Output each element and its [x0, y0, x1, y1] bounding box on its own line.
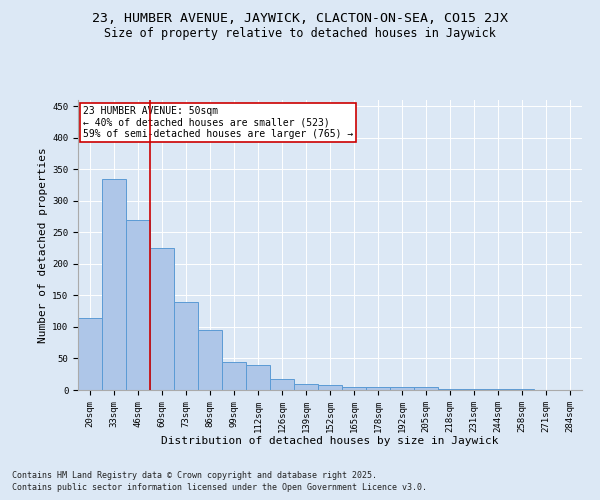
Bar — [270, 378, 294, 390]
Bar — [342, 387, 366, 390]
Bar — [246, 365, 270, 390]
Text: 23, HUMBER AVENUE, JAYWICK, CLACTON-ON-SEA, CO15 2JX: 23, HUMBER AVENUE, JAYWICK, CLACTON-ON-S… — [92, 12, 508, 26]
Bar — [222, 362, 246, 390]
Bar — [174, 302, 198, 390]
Y-axis label: Number of detached properties: Number of detached properties — [38, 147, 48, 343]
Bar — [318, 385, 342, 390]
Bar — [198, 330, 222, 390]
Bar — [294, 384, 318, 390]
X-axis label: Distribution of detached houses by size in Jaywick: Distribution of detached houses by size … — [161, 436, 499, 446]
Bar — [414, 388, 438, 390]
Text: Size of property relative to detached houses in Jaywick: Size of property relative to detached ho… — [104, 28, 496, 40]
Text: Contains public sector information licensed under the Open Government Licence v3: Contains public sector information licen… — [12, 484, 427, 492]
Bar — [366, 387, 390, 390]
Bar — [102, 179, 126, 390]
Bar — [78, 318, 102, 390]
Bar — [390, 387, 414, 390]
Bar — [126, 220, 150, 390]
Text: 23 HUMBER AVENUE: 50sqm
← 40% of detached houses are smaller (523)
59% of semi-d: 23 HUMBER AVENUE: 50sqm ← 40% of detache… — [83, 106, 353, 139]
Bar — [150, 248, 174, 390]
Text: Contains HM Land Registry data © Crown copyright and database right 2025.: Contains HM Land Registry data © Crown c… — [12, 471, 377, 480]
